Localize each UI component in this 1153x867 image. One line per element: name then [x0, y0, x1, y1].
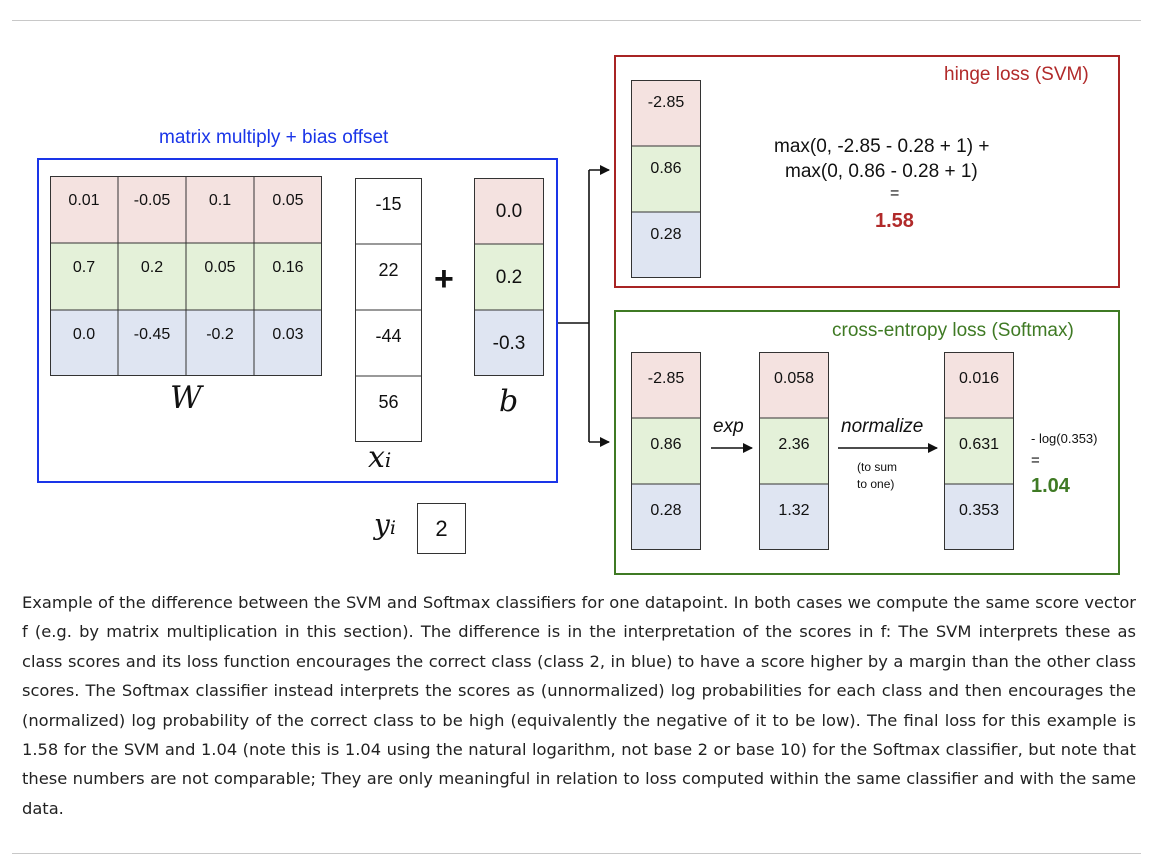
- bottom-divider: [12, 853, 1141, 854]
- b-cell: 0.2: [495, 267, 523, 288]
- w-cell: 0.01: [68, 192, 100, 209]
- w-cell: 0.16: [272, 259, 304, 276]
- weight-matrix: 0.01 -0.05 0.1 0.05 0.7 0.2 0.05 0.16 0.…: [50, 176, 322, 376]
- y-value-box: 2: [417, 503, 466, 554]
- softmax-score-vector: -2.85 0.86 0.28: [631, 352, 701, 550]
- bias-vector-grid: [474, 178, 544, 376]
- softmax-panel: [614, 310, 1120, 575]
- left-panel-title: matrix multiply + bias offset: [159, 127, 389, 148]
- x-vector-grid: [355, 178, 422, 442]
- y-label-symbol: y: [374, 508, 390, 541]
- svm-score-cell: 0.28: [650, 226, 682, 243]
- w-cell: -0.05: [133, 192, 171, 209]
- svm-score-grid: [631, 80, 701, 278]
- svm-formula-line-2: max(0, 0.86 - 0.28 + 1): [785, 161, 978, 182]
- exp-vector: 0.058 2.36 1.32: [759, 352, 829, 550]
- svm-result: 1.58: [875, 210, 914, 232]
- x-label-subscript: i: [384, 448, 392, 472]
- y-label-subscript: i: [389, 517, 396, 539]
- figure-caption: Example of the difference between the SV…: [22, 593, 1136, 818]
- softmax-score-cell: 0.28: [650, 502, 682, 519]
- svm-score-vector: -2.85 0.86 0.28: [631, 80, 701, 278]
- b-cell: -0.3: [492, 333, 526, 354]
- softmax-loss-expr: - log(0.353): [1031, 431, 1098, 446]
- svm-score-cell: 0.86: [650, 160, 682, 177]
- w-cell: 0.05: [204, 259, 236, 276]
- w-cell: -0.45: [133, 326, 171, 343]
- w-cell: 0.1: [208, 192, 232, 209]
- b-cell: 0.0: [495, 201, 523, 222]
- svm-title: hinge loss (SVM): [944, 64, 1089, 85]
- w-cell: 0.03: [272, 326, 304, 343]
- softmax-score-cell: 0.86: [650, 436, 682, 453]
- w-label: W: [170, 380, 202, 416]
- matrix-panel: [37, 158, 558, 483]
- bias-vector: 0.0 0.2 -0.3: [474, 178, 544, 376]
- plus-sign: +: [434, 260, 454, 298]
- w-cell: -0.2: [206, 326, 234, 343]
- exp-cell: 0.058: [773, 370, 815, 387]
- svm-score-cell: -2.85: [647, 94, 685, 111]
- x-label: xi: [368, 440, 391, 475]
- normalize-note-1: (to sum: [857, 460, 898, 474]
- weight-matrix-grid: [50, 176, 322, 376]
- prob-cell: 0.631: [958, 436, 1000, 453]
- normalize-note-2: to one): [857, 477, 895, 491]
- b-label: b: [499, 384, 519, 419]
- softmax-score-cell: -2.85: [647, 370, 685, 387]
- top-divider: [12, 20, 1141, 21]
- exp-vector-grid: [759, 352, 829, 550]
- w-cell: 0.7: [72, 259, 96, 276]
- exp-cell: 1.32: [778, 502, 810, 519]
- x-cell: -44: [375, 325, 402, 346]
- prob-vector: 0.016 0.631 0.353: [944, 352, 1014, 550]
- w-cell: 0.2: [140, 259, 164, 276]
- softmax-equals: =: [1031, 452, 1040, 469]
- x-cell: -15: [375, 193, 402, 214]
- normalize-label: normalize: [841, 416, 924, 437]
- x-vector: -15 22 -44 56: [355, 178, 422, 442]
- connector-arrows: [558, 165, 938, 453]
- svm-equals: =: [890, 185, 900, 202]
- exp-label: exp: [713, 416, 744, 437]
- diagram: matrix multiply + bias offset 0.01 -0.05…: [37, 55, 1120, 575]
- x-cell: 56: [378, 391, 399, 412]
- softmax-title: cross-entropy loss (Softmax): [832, 320, 1074, 341]
- w-cell: 0.0: [72, 326, 96, 343]
- y-label: yi: [374, 508, 396, 541]
- prob-cell: 0.016: [958, 370, 1000, 387]
- svm-panel: [614, 55, 1120, 288]
- softmax-score-grid: [631, 352, 701, 550]
- x-label-symbol: x: [368, 440, 385, 475]
- prob-vector-grid: [944, 352, 1014, 550]
- exp-cell: 2.36: [778, 436, 810, 453]
- x-cell: 22: [378, 259, 399, 280]
- prob-cell: 0.353: [958, 502, 1000, 519]
- svm-formula-line-1: max(0, -2.85 - 0.28 + 1) +: [774, 136, 990, 157]
- softmax-result: 1.04: [1031, 475, 1070, 497]
- w-cell: 0.05: [272, 192, 304, 209]
